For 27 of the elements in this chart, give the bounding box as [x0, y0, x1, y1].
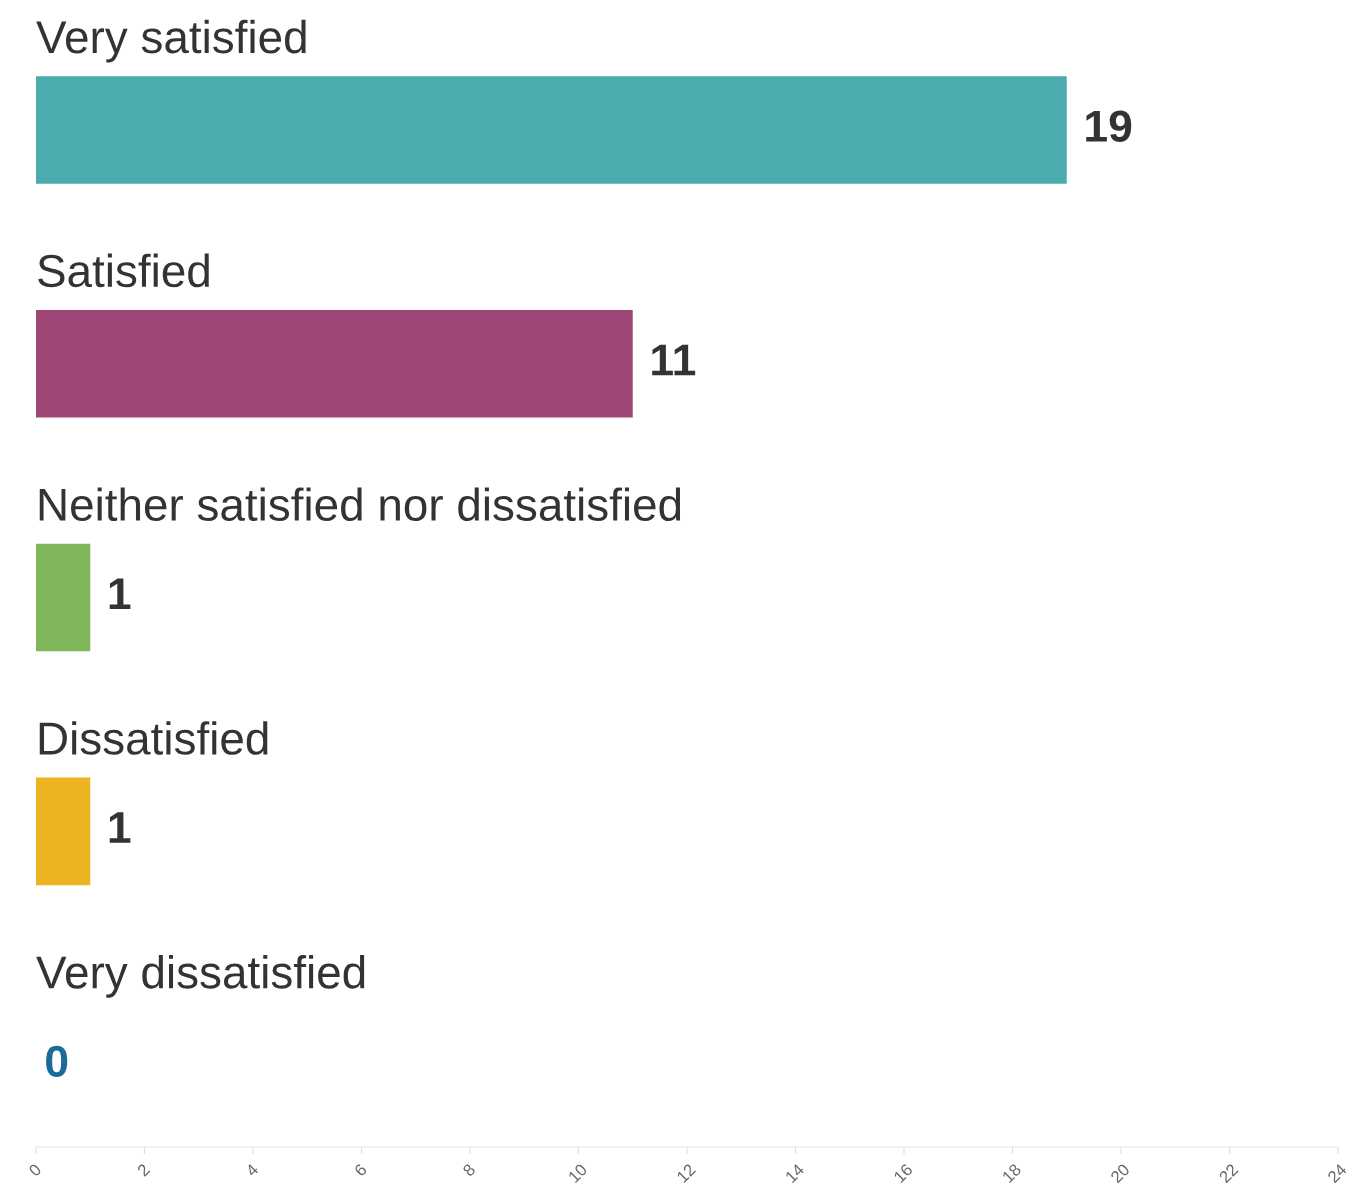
y-tick-label: Dissatisfied [39, 721, 268, 755]
x-tick-label: 20 [1109, 1163, 1131, 1184]
y-tick-label: Neither satisfied nor dissatisfied [39, 487, 681, 522]
bar [36, 777, 91, 886]
x-tick-label: 0 [28, 1163, 42, 1178]
x-tick-label: 8 [462, 1163, 476, 1177]
data-label: 1 [109, 812, 131, 843]
y-tick-label: Satisfied [38, 253, 209, 288]
x-tick-label: 14 [784, 1163, 805, 1184]
bar [36, 310, 633, 418]
bar [36, 76, 1067, 184]
data-label: 1 [109, 578, 131, 610]
x-tick-label: 24 [1326, 1162, 1348, 1184]
y-tick-label: Very satisfied [36, 19, 306, 63]
y-tick-label: Very dissatisfied [36, 954, 365, 998]
x-tick-label: 18 [1001, 1163, 1022, 1184]
data-label: 19 [1086, 110, 1132, 142]
x-tick-label: 10 [567, 1163, 588, 1184]
x-tick-label: 4 [244, 1163, 259, 1178]
x-tick-label: 2 [136, 1163, 151, 1177]
x-tick-label: 6 [353, 1163, 368, 1177]
data-label: 11 [652, 344, 696, 376]
bar [36, 543, 91, 652]
x-tick-label: 16 [893, 1163, 914, 1184]
x-tick-label: 12 [676, 1163, 697, 1184]
data-label: 0 [46, 1045, 68, 1078]
x-tick-label: 22 [1218, 1163, 1239, 1184]
